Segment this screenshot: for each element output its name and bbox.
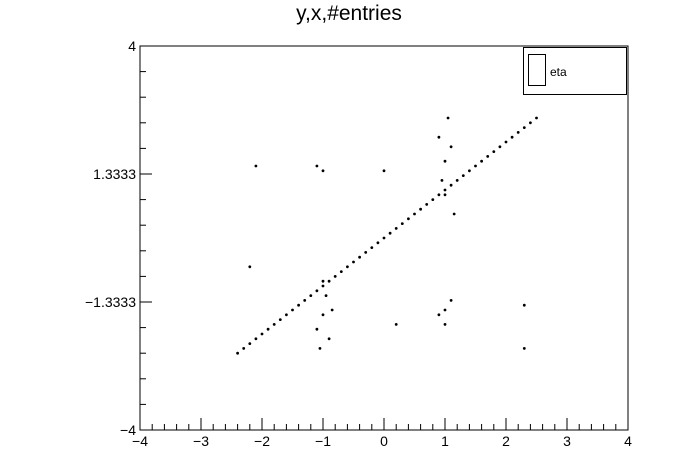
data-point: [486, 155, 490, 158]
data-point: [407, 217, 410, 221]
data-point: [321, 169, 325, 173]
data-point: [400, 222, 404, 226]
data-point: [315, 327, 319, 331]
data-point: [333, 275, 337, 278]
data-point: [352, 260, 355, 264]
data-point: [327, 279, 331, 283]
data-point: [236, 351, 240, 355]
data-point: [339, 270, 343, 273]
data-point: [291, 308, 294, 312]
data-point: [446, 116, 450, 120]
legend-swatch: [528, 54, 546, 86]
data-point: [431, 198, 435, 202]
data-point: [248, 342, 252, 345]
data-point: [382, 236, 386, 240]
data-point: [321, 313, 325, 317]
data-point: [278, 318, 282, 321]
data-point: [437, 313, 441, 317]
data-point: [266, 327, 270, 331]
data-point: [425, 203, 429, 206]
data-point: [394, 323, 398, 326]
data-point: [449, 145, 453, 149]
x-tick-label: 0: [380, 433, 388, 449]
data-point: [443, 193, 447, 197]
data-point: [315, 164, 319, 168]
data-point: [364, 251, 368, 254]
y-tick-label: −4: [120, 422, 136, 438]
data-point: [260, 332, 264, 336]
data-point: [437, 135, 441, 139]
x-tick-label: −3: [193, 433, 209, 449]
chart-title: y,x,#entries: [296, 2, 402, 25]
data-point: [254, 164, 258, 168]
data-point: [346, 265, 349, 269]
data-point: [242, 347, 246, 350]
data-point: [321, 284, 325, 288]
x-tick-label: 3: [563, 433, 571, 449]
data-point: [248, 265, 252, 269]
data-point: [510, 135, 514, 139]
data-point: [443, 188, 447, 192]
data-point: [303, 299, 307, 302]
data-point: [504, 140, 508, 144]
data-point: [309, 294, 313, 297]
y-tick-label: 4: [128, 38, 136, 54]
data-point: [443, 323, 447, 326]
legend: eta: [523, 47, 627, 95]
data-point: [480, 159, 483, 163]
data-point: [297, 303, 300, 307]
legend-label-eta: eta: [550, 65, 567, 79]
data-point: [452, 212, 456, 216]
data-point: [449, 183, 453, 187]
x-tick-label: −2: [254, 433, 270, 449]
data-point: [376, 241, 380, 245]
data-point: [522, 303, 526, 307]
y-tick-label: −1.3333: [85, 294, 136, 310]
x-tick-label: −4: [132, 433, 148, 449]
data-point: [324, 294, 328, 297]
data-point: [522, 347, 526, 350]
data-point: [370, 246, 374, 250]
data-point: [535, 116, 538, 120]
data-point: [443, 159, 447, 163]
data-point: [254, 337, 258, 341]
data-point: [529, 121, 532, 125]
data-point: [492, 150, 496, 154]
data-point: [522, 126, 526, 129]
data-point: [318, 347, 322, 350]
data-point: [315, 289, 319, 293]
data-point: [382, 169, 386, 173]
y-tick-label: 1.3333: [93, 166, 136, 182]
data-point: [272, 323, 276, 326]
data-point: [413, 212, 416, 216]
x-tick-label: 4: [624, 433, 632, 449]
x-tick-label: −1: [315, 433, 331, 449]
data-point: [461, 174, 465, 178]
data-point: [327, 337, 331, 341]
data-point: [455, 179, 459, 182]
data-point: [468, 169, 471, 173]
data-point: [437, 193, 441, 197]
data-point: [449, 299, 453, 302]
data-point: [330, 308, 334, 312]
data-point: [358, 255, 361, 259]
data-point: [285, 313, 288, 317]
data-point: [321, 279, 325, 283]
data-point: [498, 145, 502, 149]
data-point: [443, 308, 447, 312]
x-tick-label: 2: [502, 433, 510, 449]
data-point: [419, 207, 422, 211]
x-tick-label: 1: [441, 433, 449, 449]
data-point: [474, 164, 477, 168]
data-point: [440, 179, 444, 182]
data-point: [394, 227, 398, 230]
data-point: [516, 131, 520, 134]
data-point: [388, 231, 392, 235]
